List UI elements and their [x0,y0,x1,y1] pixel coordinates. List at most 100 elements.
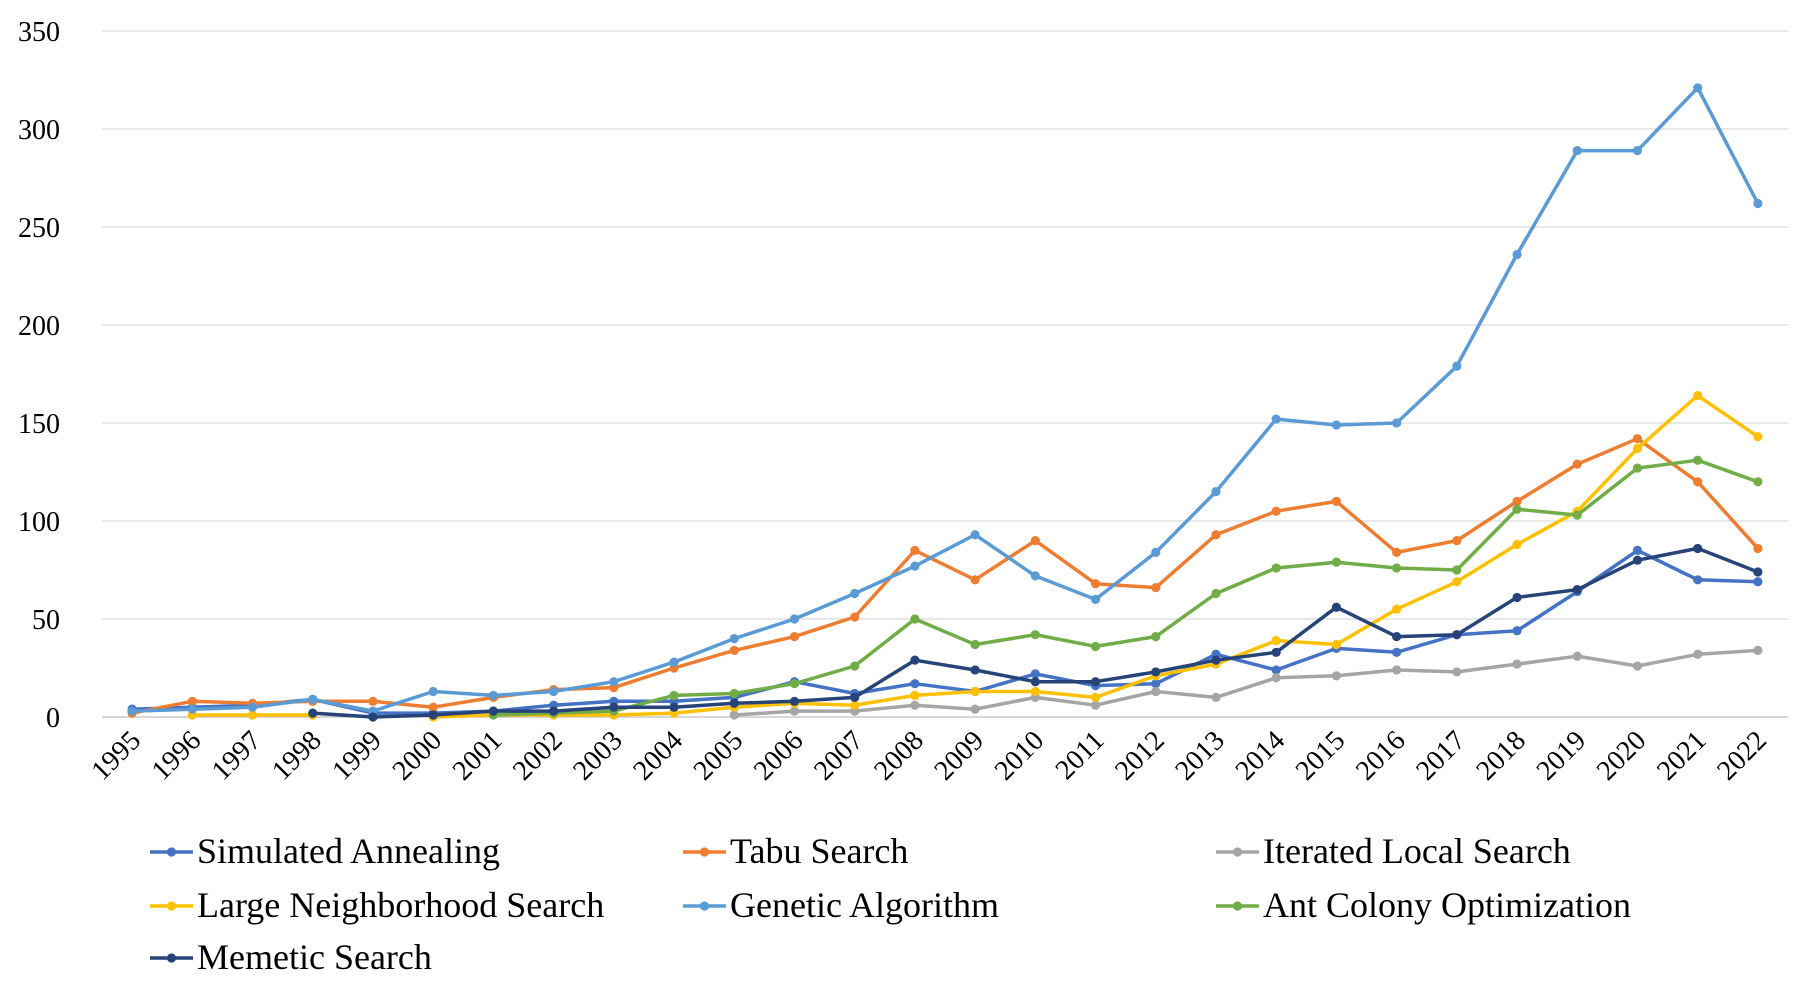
series-genetic-algorithm [127,83,1763,716]
data-point [1693,543,1703,554]
data-point [1693,455,1703,465]
data-point [910,561,920,571]
data-point [1090,677,1101,687]
gridlines [102,30,1788,718]
legend-marker [699,901,710,911]
y-tick-label: 250 [18,213,60,244]
data-point [789,679,800,689]
data-point [850,612,860,622]
data-point [428,702,438,712]
legend-label: Large Neighborhood Search [197,885,604,925]
data-point [1271,673,1281,683]
data-point [1331,496,1341,506]
data-point [1572,651,1582,661]
data-point [1693,390,1703,401]
data-point [1090,579,1101,589]
data-point [1572,510,1582,520]
legend-item: Iterated Local Search [1216,831,1571,871]
x-tick-label: 1998 [266,725,328,787]
data-point [1392,632,1402,642]
data-point [1512,539,1522,550]
series-line [130,548,1760,715]
data-point [1452,667,1462,677]
x-tick-label: 2010 [989,725,1051,787]
data-point [1632,443,1643,454]
legend-item: Memetic Search [150,937,432,977]
series-ant-colony-optimization [488,455,1763,720]
legend-item: Ant Colony Optimization [1216,885,1631,925]
data-point [970,639,980,650]
data-point [1512,659,1522,669]
data-point [1693,575,1703,585]
data-point [1151,632,1161,642]
data-point [1512,249,1522,260]
legend-label: Ant Colony Optimization [1263,885,1631,925]
data-point [1331,557,1341,567]
x-tick-label: 2007 [808,725,870,787]
data-point [1271,414,1281,424]
x-tick-label: 2018 [1470,725,1532,787]
data-point [488,706,498,716]
data-point [1392,604,1402,614]
data-point [729,688,739,699]
data-point [729,634,739,644]
data-point [549,706,559,716]
data-point [428,686,438,697]
x-tick-label: 2015 [1290,725,1352,787]
x-tick-label: 2009 [929,725,991,787]
data-point [1030,536,1040,546]
legend-item: Genetic Algorithm [683,885,999,925]
data-point [368,696,378,706]
data-point [970,575,980,585]
data-point [1030,686,1040,697]
data-point [308,708,318,718]
data-point [1211,487,1221,497]
x-tick-label: 1995 [86,725,148,787]
x-tick-label: 2008 [868,725,930,787]
y-tick-label: 0 [46,703,60,734]
data-point [1632,661,1643,671]
data-point [1753,477,1763,487]
data-point [1452,630,1462,640]
y-tick-label: 50 [32,605,60,636]
data-point [970,686,980,697]
series-large-neighborhood-search [187,390,1763,722]
data-point [1151,686,1161,697]
data-point [1211,655,1221,665]
data-point [1271,647,1281,657]
data-point [127,706,137,716]
data-point [609,677,619,687]
data-point [1693,649,1703,659]
data-point [187,696,197,706]
data-point [1693,83,1703,93]
legend-marker [1232,847,1243,857]
data-point [428,710,438,720]
data-point [1030,630,1040,640]
data-point [1090,594,1101,605]
data-point [247,710,258,720]
data-point [910,614,920,624]
legend: Simulated Annealing Tabu Search Iterated L… [150,831,1631,977]
legend-item: Tabu Search [683,831,908,871]
data-point [729,698,739,708]
data-point [1090,641,1101,652]
data-point [850,692,860,703]
data-point [368,712,378,722]
data-point [1753,432,1763,442]
series-line [130,86,1760,713]
data-point [789,696,800,706]
data-point [669,702,679,712]
data-point [850,700,860,710]
data-point [1512,626,1522,636]
data-point [1753,567,1763,577]
legend-item: Large Neighborhood Search [150,885,604,925]
x-tick-label: 1999 [326,725,388,787]
series-line [491,458,1760,717]
data-point [1271,665,1281,675]
x-tick-label: 2012 [1109,725,1171,787]
y-tick-label: 300 [18,115,60,146]
data-point [669,657,679,667]
data-point [970,530,980,540]
legend-label: Memetic Search [197,937,432,977]
